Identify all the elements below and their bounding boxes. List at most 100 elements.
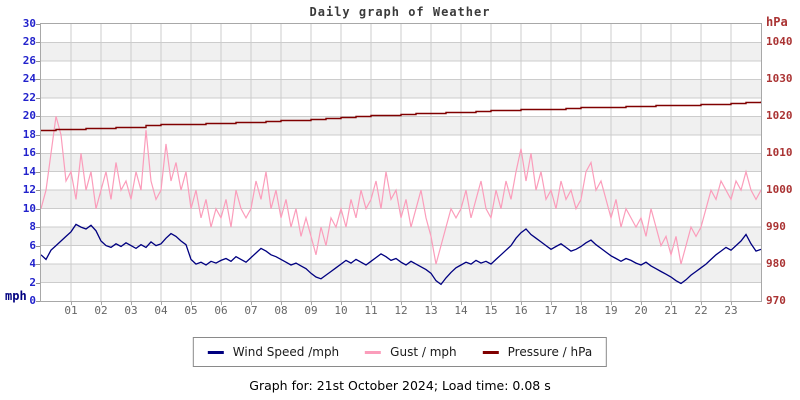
x-tick-label: 15 (484, 304, 498, 317)
x-tick-label: 08 (274, 304, 288, 317)
left-axis-tick (36, 172, 40, 173)
chart-title: Daily graph of Weather (309, 5, 491, 19)
chart-plot-area (40, 23, 762, 302)
x-tick-label: 02 (94, 304, 108, 317)
x-tick-label: 12 (394, 304, 408, 317)
right-axis-unit-label: hPa (766, 15, 788, 29)
left-axis-tick (36, 209, 40, 210)
left-axis-tick (36, 24, 40, 25)
chart-series-canvas (41, 24, 761, 301)
y-right-tick-label: 1010 (766, 146, 793, 160)
bottom-axis-tick (71, 302, 72, 305)
left-axis-tick (36, 98, 40, 99)
bottom-axis-tick (101, 302, 102, 305)
x-tick-label: 03 (124, 304, 138, 317)
bottom-axis-tick (311, 302, 312, 305)
left-axis-tick (36, 153, 40, 154)
y-left-tick-label: 14 (22, 164, 36, 178)
chart-legend: Wind Speed /mph Gust / mph Pressure / hPa (192, 337, 608, 367)
x-tick-label: 20 (634, 304, 648, 317)
x-tick-label: 16 (514, 304, 528, 317)
x-tick-label: 22 (694, 304, 708, 317)
bottom-axis-tick (611, 302, 612, 305)
bottom-axis-tick (551, 302, 552, 305)
left-axis-tick (36, 264, 40, 265)
bottom-axis-tick (131, 302, 132, 305)
left-axis-tick (36, 227, 40, 228)
y-left-tick-label: 18 (22, 127, 36, 141)
bottom-axis-tick (401, 302, 402, 305)
x-tick-label: 04 (154, 304, 168, 317)
y-right-tick-label: 1000 (766, 183, 793, 197)
x-tick-label: 23 (724, 304, 738, 317)
legend-label: Wind Speed /mph (232, 345, 340, 359)
y-left-tick-label: 4 (29, 257, 36, 271)
left-axis-tick (36, 61, 40, 62)
y-right-tick-label: 1020 (766, 109, 793, 123)
footer-caption: Graph for: 21st October 2024; Load time:… (249, 378, 551, 393)
x-tick-label: 11 (364, 304, 378, 317)
x-tick-label: 09 (304, 304, 318, 317)
bottom-axis-tick (461, 302, 462, 305)
legend-swatch-icon (365, 350, 382, 354)
y-left-tick-label: 6 (29, 238, 36, 252)
y-left-tick-label: 22 (22, 90, 36, 104)
y-right-tick-label: 1030 (766, 72, 793, 86)
bottom-axis-tick (521, 302, 522, 305)
y-left-tick-label: 20 (22, 109, 36, 123)
x-tick-label: 07 (244, 304, 258, 317)
x-tick-label: 01 (64, 304, 78, 317)
y-right-tick-label: 970 (766, 294, 786, 307)
x-tick-label: 19 (604, 304, 618, 317)
legend-item: Gust / mph (365, 345, 457, 359)
x-tick-label: 10 (334, 304, 348, 317)
bottom-axis-tick (731, 302, 732, 305)
left-axis-tick (36, 283, 40, 284)
bottom-axis-tick (671, 302, 672, 305)
x-tick-label: 05 (184, 304, 198, 317)
y-left-tick-label: 12 (22, 183, 36, 197)
left-axis-unit-label: mph (5, 289, 27, 303)
left-axis-tick (36, 301, 40, 302)
y-left-tick-label: 2 (29, 275, 36, 289)
y-right-tick-label: 980 (766, 257, 786, 271)
y-left-tick-label: 8 (29, 220, 36, 234)
legend-item: Wind Speed /mph (207, 345, 340, 359)
legend-label: Pressure / hPa (507, 345, 593, 359)
bottom-axis-tick (641, 302, 642, 305)
legend-swatch-icon (482, 350, 499, 354)
left-axis-tick (36, 116, 40, 117)
left-axis-tick (36, 42, 40, 43)
y-left-tick-label: 30 (22, 17, 36, 30)
bottom-axis-tick (701, 302, 702, 305)
bottom-axis-tick (341, 302, 342, 305)
y-left-tick-label: 24 (22, 72, 36, 86)
bottom-axis-tick (221, 302, 222, 305)
left-axis-tick (36, 190, 40, 191)
legend-item: Pressure / hPa (482, 345, 593, 359)
bottom-axis-tick (191, 302, 192, 305)
legend-label: Gust / mph (390, 345, 457, 359)
x-tick-label: 21 (664, 304, 678, 317)
y-left-tick-label: 16 (22, 146, 36, 160)
y-right-tick-label: 990 (766, 220, 786, 234)
x-tick-label: 13 (424, 304, 438, 317)
x-tick-label: 18 (574, 304, 588, 317)
y-left-tick-label: 0 (29, 294, 36, 307)
y-left-tick-label: 10 (22, 201, 36, 215)
legend-swatch-icon (207, 350, 224, 354)
x-tick-label: 14 (454, 304, 468, 317)
bottom-axis-tick (371, 302, 372, 305)
bottom-axis-tick (491, 302, 492, 305)
y-right-tick-label: 1040 (766, 35, 793, 49)
left-axis-tick (36, 246, 40, 247)
bottom-axis-tick (251, 302, 252, 305)
y-left-tick-label: 28 (22, 35, 36, 49)
x-tick-label: 06 (214, 304, 228, 317)
bottom-axis-tick (431, 302, 432, 305)
bottom-axis-tick (581, 302, 582, 305)
bottom-axis-tick (281, 302, 282, 305)
bottom-axis-tick (161, 302, 162, 305)
left-axis-tick (36, 135, 40, 136)
